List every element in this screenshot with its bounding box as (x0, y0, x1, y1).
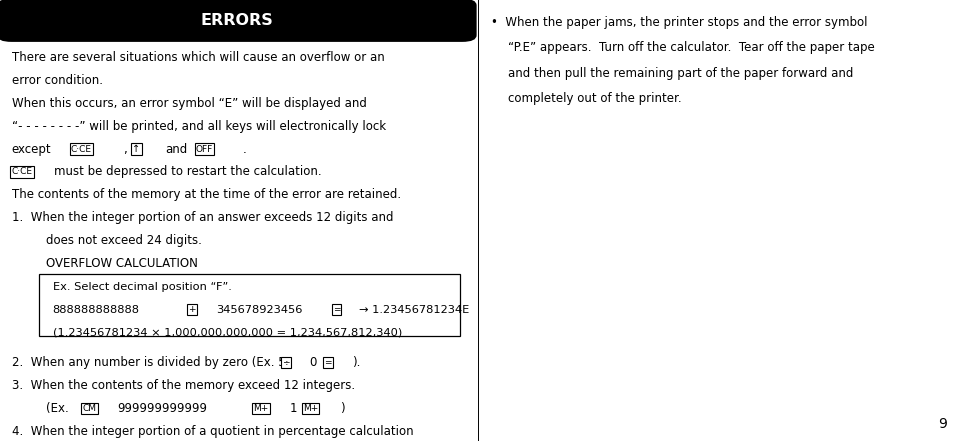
Text: 888888888888: 888888888888 (53, 305, 140, 314)
FancyBboxPatch shape (0, 0, 477, 42)
Text: 9: 9 (939, 417, 947, 431)
Text: (Ex.: (Ex. (46, 402, 69, 415)
Text: M+: M+ (253, 404, 269, 413)
Text: =: = (333, 305, 340, 314)
Text: 0: 0 (309, 356, 316, 369)
Text: ERRORS: ERRORS (200, 13, 273, 28)
Text: 4.  When the integer portion of a quotient in percentage calculation: 4. When the integer portion of a quotien… (12, 425, 413, 437)
Text: 999999999999: 999999999999 (117, 402, 207, 415)
Text: does not exceed 24 digits.: does not exceed 24 digits. (46, 234, 202, 247)
Text: 2.  When any number is divided by zero (Ex. 5: 2. When any number is divided by zero (E… (12, 356, 285, 369)
Text: error condition.: error condition. (12, 74, 103, 87)
Text: 1: 1 (290, 402, 297, 415)
Text: Ex. Select decimal position “F”.: Ex. Select decimal position “F”. (53, 282, 232, 292)
Text: OVERFLOW CALCULATION: OVERFLOW CALCULATION (46, 257, 198, 270)
Text: “- - - - - - - -” will be printed, and all keys will electronically lock: “- - - - - - - -” will be printed, and a… (12, 120, 386, 133)
Text: “P.E” appears.  Turn off the calculator.  Tear off the paper tape: “P.E” appears. Turn off the calculator. … (508, 41, 875, 54)
Text: .: . (243, 142, 246, 156)
Text: CM: CM (82, 404, 97, 413)
Text: 1.  When the integer portion of an answer exceeds 12 digits and: 1. When the integer portion of an answer… (12, 211, 393, 224)
Text: C·CE: C·CE (12, 168, 33, 176)
Text: C·CE: C·CE (71, 145, 92, 153)
Text: =: = (324, 358, 332, 367)
Text: 345678923456: 345678923456 (216, 305, 302, 314)
Text: and then pull the remaining part of the paper forward and: and then pull the remaining part of the … (508, 67, 854, 80)
Text: •  When the paper jams, the printer stops and the error symbol: • When the paper jams, the printer stops… (491, 15, 868, 29)
Text: → 1.23456781234E: → 1.23456781234E (359, 305, 469, 314)
Text: ).: ). (352, 356, 361, 369)
FancyBboxPatch shape (39, 274, 460, 336)
Text: There are several situations which will cause an overflow or an: There are several situations which will … (12, 51, 385, 64)
Text: ↑: ↑ (132, 144, 140, 154)
Text: OFF: OFF (196, 145, 213, 153)
Text: and: and (165, 142, 187, 156)
Text: must be depressed to restart the calculation.: must be depressed to restart the calcula… (54, 165, 321, 179)
Text: (1.23456781234 × 1,000,000,000,000 = 1,234,567,812,340): (1.23456781234 × 1,000,000,000,000 = 1,2… (53, 328, 402, 337)
Text: ÷: ÷ (282, 358, 290, 367)
Text: M+: M+ (303, 404, 318, 413)
Text: except: except (12, 142, 51, 156)
Text: ,: , (123, 142, 127, 156)
Text: ): ) (340, 402, 345, 415)
Text: completely out of the printer.: completely out of the printer. (508, 92, 682, 105)
Text: +: + (188, 305, 196, 314)
Text: 3.  When the contents of the memory exceed 12 integers.: 3. When the contents of the memory excee… (12, 379, 355, 392)
Text: The contents of the memory at the time of the error are retained.: The contents of the memory at the time o… (12, 188, 401, 202)
Text: When this occurs, an error symbol “E” will be displayed and: When this occurs, an error symbol “E” wi… (12, 97, 366, 110)
